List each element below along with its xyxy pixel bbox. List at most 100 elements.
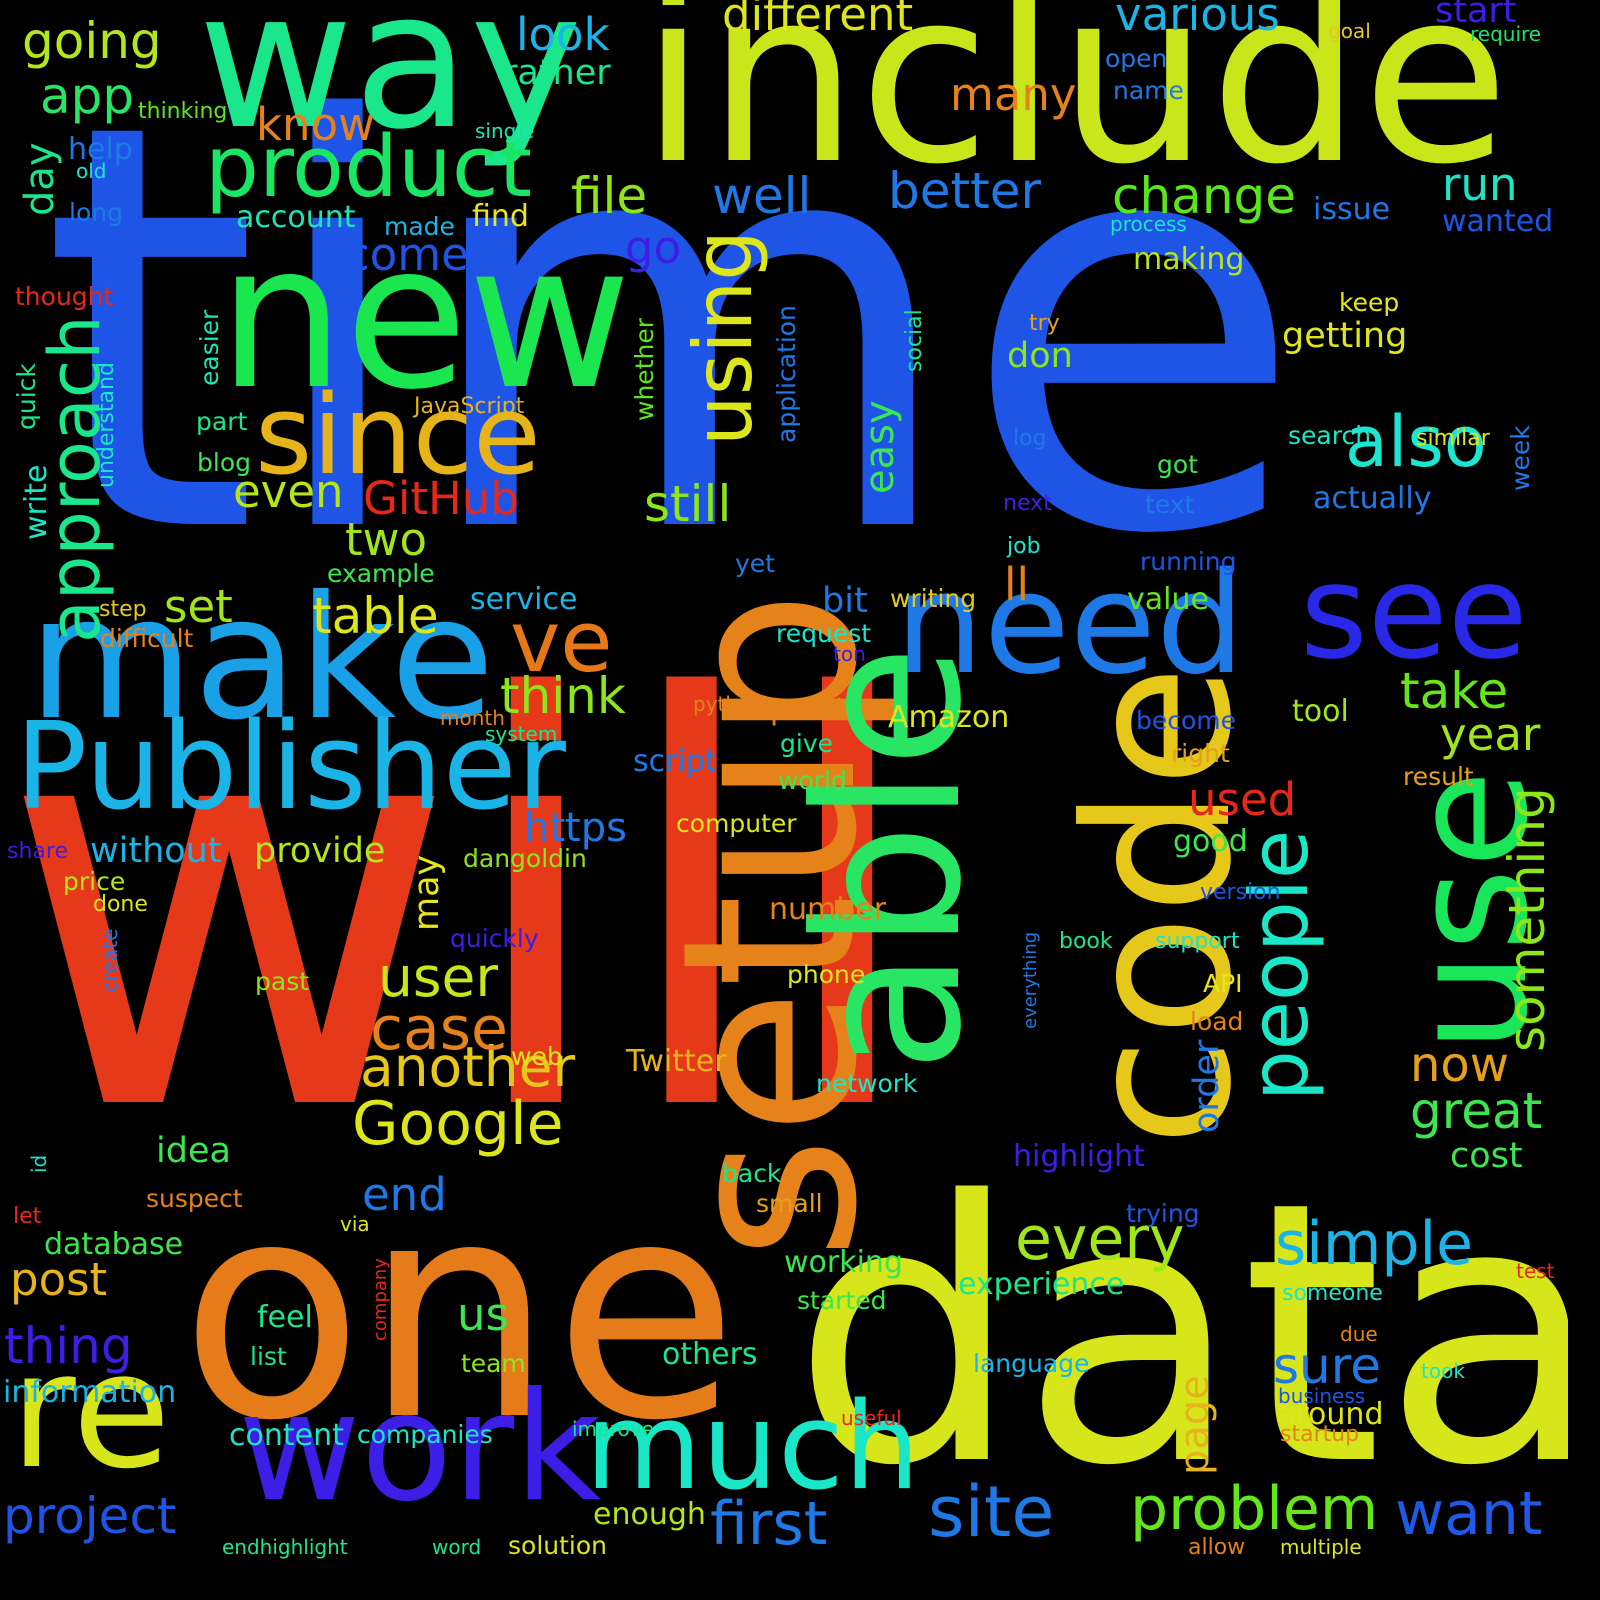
- word-endhighlight: endhighlight: [222, 1535, 348, 1560]
- word-content: content: [229, 1417, 344, 1453]
- word-long: long: [69, 197, 123, 227]
- word-without: without: [90, 830, 222, 871]
- word-book: book: [1059, 929, 1113, 955]
- word-via: via: [340, 1212, 370, 1237]
- word-find: find: [472, 198, 529, 234]
- word-web: web: [511, 1041, 563, 1071]
- word-see: see: [1300, 535, 1528, 688]
- word-become: become: [1136, 705, 1237, 735]
- word-first: first: [710, 1489, 828, 1560]
- word-good: good: [1173, 823, 1248, 859]
- word-bit: bit: [822, 580, 868, 621]
- word-something: something: [1498, 787, 1556, 1052]
- word-take: take: [1400, 662, 1509, 720]
- word-getting: getting: [1282, 315, 1408, 356]
- word-much: much: [585, 1378, 920, 1518]
- word-allow: allow: [1188, 1535, 1246, 1561]
- word-name: name: [1113, 75, 1184, 105]
- word-part: part: [196, 406, 248, 436]
- word-tool: tool: [1292, 693, 1349, 729]
- word-experience: experience: [958, 1266, 1125, 1302]
- word-sure: sure: [1273, 1337, 1381, 1395]
- word-suspect: suspect: [146, 1183, 243, 1213]
- word-actually: actually: [1313, 480, 1432, 516]
- word-rather: rather: [503, 52, 611, 93]
- word-others: others: [662, 1336, 758, 1372]
- word-easy: easy: [857, 400, 903, 494]
- word-will: will: [0, 583, 925, 1236]
- word-support: support: [1155, 929, 1240, 955]
- word-writing: writing: [890, 583, 977, 613]
- word-week: week: [1506, 425, 1535, 491]
- word-using: using: [677, 229, 770, 446]
- word-account: account: [236, 199, 356, 235]
- word-took: took: [1421, 1359, 1465, 1384]
- word-similar: similar: [1416, 426, 1490, 452]
- word-computer: computer: [676, 808, 797, 838]
- word-api: API: [1203, 968, 1243, 998]
- word-one: one: [180, 1137, 739, 1486]
- word-code: code: [1043, 664, 1276, 1147]
- word-solution: solution: [508, 1530, 607, 1560]
- word-startup: startup: [1280, 1422, 1360, 1448]
- word-product: product: [205, 117, 532, 217]
- word-now: now: [1410, 1037, 1510, 1094]
- word-way: way: [198, 0, 583, 171]
- word-right: right: [1171, 738, 1230, 768]
- word-us: us: [457, 1287, 509, 1341]
- word-service: service: [470, 581, 578, 617]
- word-working: working: [784, 1244, 903, 1280]
- word-also: also: [1345, 401, 1487, 484]
- word-dangoldin: dangoldin: [463, 843, 587, 873]
- word-site: site: [928, 1471, 1055, 1554]
- word-write: write: [19, 464, 54, 540]
- word-social: social: [902, 309, 927, 372]
- word-new: new: [218, 201, 632, 434]
- word-due: due: [1340, 1322, 1378, 1347]
- word-require: require: [1470, 22, 1542, 47]
- word-single: single: [475, 119, 535, 144]
- word-phone: phone: [787, 959, 866, 989]
- word-go: go: [625, 220, 682, 274]
- word-system: system: [485, 722, 558, 747]
- word-share: share: [7, 839, 68, 865]
- word-yet: yet: [735, 548, 775, 578]
- word-making: making: [1133, 241, 1245, 277]
- word-twitter: Twitter: [626, 1043, 727, 1079]
- word-may: may: [407, 854, 447, 931]
- word-result: result: [1403, 761, 1474, 791]
- word-understand: understand: [94, 362, 119, 488]
- word-don: don: [1007, 335, 1073, 376]
- word-keep: keep: [1339, 287, 1400, 317]
- word-network: network: [816, 1068, 918, 1098]
- word-case: case: [370, 994, 508, 1065]
- word-going: going: [22, 12, 162, 70]
- word-quick: quick: [12, 363, 41, 430]
- word-search: search: [1288, 420, 1372, 450]
- word-script: script: [633, 743, 717, 779]
- word-re: re: [10, 1317, 171, 1505]
- word-past: past: [255, 966, 310, 996]
- word-come: come: [345, 227, 469, 281]
- word-log: log: [1013, 426, 1047, 452]
- word-started: started: [797, 1285, 887, 1315]
- word-thinking: thinking: [138, 99, 228, 125]
- word-word: word: [432, 1535, 482, 1560]
- word-ton: ton: [833, 642, 866, 667]
- word-database: database: [44, 1226, 184, 1262]
- word-file: file: [571, 167, 648, 225]
- word-team: team: [461, 1348, 526, 1378]
- word-github: GitHub: [363, 471, 519, 525]
- word-difficult: difficult: [100, 623, 194, 653]
- word-text: text: [1145, 489, 1195, 519]
- word-javascript: JavaScript: [414, 394, 525, 420]
- word-running: running: [1140, 546, 1237, 576]
- word-number: number: [769, 891, 887, 927]
- word-look: look: [516, 7, 610, 61]
- word-order: order: [1187, 1039, 1227, 1133]
- word-provide: provide: [254, 830, 386, 871]
- word-version: version: [1200, 880, 1281, 906]
- word-done: done: [93, 892, 148, 918]
- word-month: month: [440, 706, 505, 731]
- word-enough: enough: [593, 1496, 706, 1532]
